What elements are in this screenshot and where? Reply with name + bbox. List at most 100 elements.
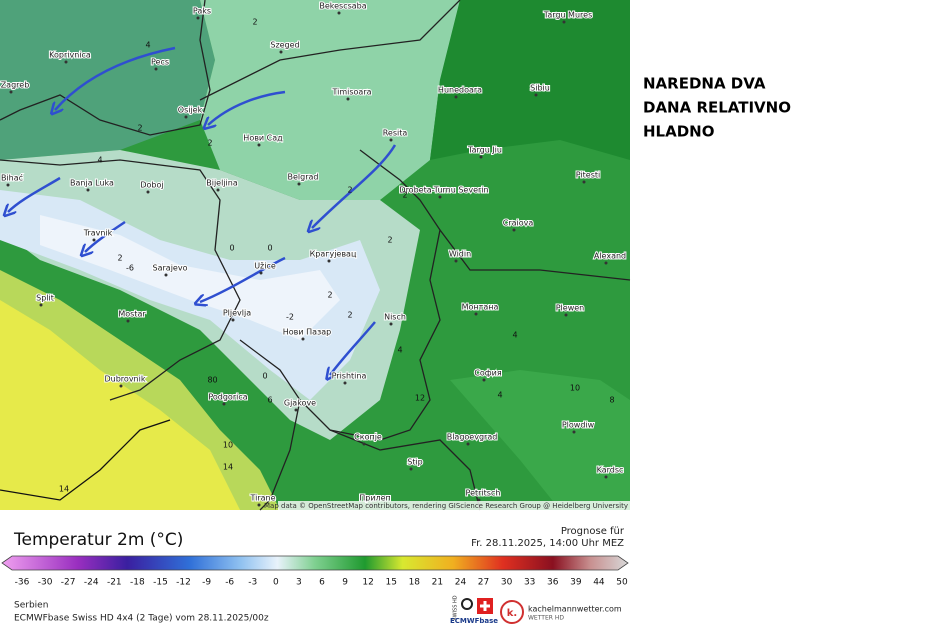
- city-dot: [154, 67, 158, 71]
- city-label: Gjakove: [284, 399, 316, 408]
- city-dot: [479, 155, 483, 159]
- contour-label: -2: [286, 313, 294, 322]
- city-dot: [297, 182, 301, 186]
- city-dot: [454, 259, 458, 263]
- annotation-line: DANA RELATIVNO: [643, 99, 791, 117]
- city-dot: [477, 498, 481, 502]
- coastline: [0, 419, 171, 501]
- site-logo-text: k.: [507, 608, 517, 619]
- city-dot: [231, 318, 235, 322]
- city-label: Blagoevgrad: [447, 433, 498, 442]
- colorbar-tick-label: 12: [362, 578, 373, 588]
- city-label: Szeged: [270, 41, 299, 50]
- city-label: Plewen: [556, 304, 585, 313]
- city-label: Zagreb: [1, 81, 30, 90]
- city-label: Kardsc: [597, 466, 624, 475]
- arrow: [312, 144, 397, 228]
- city-dot: [564, 313, 568, 317]
- colorbar-tick-label: 33: [524, 578, 535, 588]
- city-dot: [294, 408, 298, 412]
- contour-label: 4: [97, 156, 102, 165]
- colorbar-tick-label: 18: [409, 578, 421, 588]
- city-dot: [196, 16, 200, 20]
- contour-label: 2: [347, 186, 352, 195]
- city-dot: [279, 50, 283, 54]
- region: [450, 370, 630, 510]
- colorbar-ticks: -36 -30 -27 -24 -21 -18 -15 -12 -9 -6 -3 0 3 6 9 12 15 18…: [15, 578, 628, 588]
- colorbar-tick-label: 21: [432, 578, 443, 588]
- city-dot: [604, 261, 608, 265]
- city-dot: [257, 503, 261, 507]
- contour-label: 10: [223, 441, 233, 450]
- contour-label: 14: [223, 463, 233, 472]
- contour-label: 0: [262, 372, 267, 381]
- city-label: Travnik: [83, 229, 113, 238]
- city-label: Прилеп: [359, 494, 391, 503]
- map: Paks Bekescsaba Targu Mures Koprivnica Pecs S…: [0, 0, 631, 511]
- contour-label: 2: [402, 191, 407, 200]
- city-dot: [438, 195, 442, 199]
- city-dot: [572, 430, 576, 434]
- model-label: ECMWFbase Swiss HD 4x4 (2 Tage) vom 28.1…: [14, 614, 269, 624]
- city-dot: [6, 183, 10, 187]
- city-label: Nisch: [384, 313, 406, 322]
- arrow: [330, 321, 376, 375]
- city-label: Paks: [193, 7, 211, 16]
- city-dot: [216, 188, 220, 192]
- colorbar-tick-label: 27: [478, 578, 489, 588]
- city-label: Podgorica: [208, 393, 247, 402]
- city-dot: [474, 312, 478, 316]
- city-label: Doboj: [140, 181, 163, 190]
- city-dot: [582, 180, 586, 184]
- site-name: kachelmannwetter.com: [528, 605, 622, 614]
- contour-label: 12: [415, 394, 425, 403]
- city-label: Užice: [254, 262, 276, 271]
- city-label: Mostar: [118, 310, 146, 319]
- colorbar-tick-label: -6: [225, 578, 234, 588]
- contour-label: 2: [387, 236, 392, 245]
- colorbar-tick-label: 0: [273, 578, 279, 588]
- city-dot: [466, 442, 470, 446]
- region: [0, 0, 215, 160]
- contour-label: 0: [212, 376, 217, 385]
- city-dot: [454, 95, 458, 99]
- city-label: Drobeta-Turnu Severin: [399, 186, 488, 195]
- colorbar-tick-label: 24: [455, 578, 467, 588]
- contour-label: 2: [137, 124, 142, 133]
- city-dot: [164, 273, 168, 277]
- borders: [0, 0, 631, 511]
- city-label: Dubrovnik: [105, 375, 146, 384]
- border: [239, 149, 441, 441]
- city-label: Prishtina: [332, 372, 367, 381]
- city-dot: [604, 475, 608, 479]
- arrow: [85, 220, 126, 252]
- colorbar-tick-label: -12: [176, 578, 191, 588]
- border: [439, 229, 631, 281]
- annotation: NAREDNA DVA DANA RELATIVNO HLADNO: [643, 75, 791, 141]
- city-label: Resita: [383, 129, 408, 138]
- region: [200, 0, 460, 200]
- city-label: Petritsch: [466, 489, 501, 498]
- contour-label: 2: [347, 311, 352, 320]
- region: [430, 0, 630, 160]
- city-label: Targu Jiu: [467, 146, 502, 155]
- contour-label: 2: [327, 291, 332, 300]
- colorbar-tick-label: 50: [616, 578, 628, 588]
- colorbar-tick-label: 3: [296, 578, 302, 588]
- colorbar-tick-label: -27: [61, 578, 76, 588]
- city-dot: [534, 93, 538, 97]
- city-label: Sibiu: [530, 84, 550, 93]
- city-dot: [86, 188, 90, 192]
- forecast-label: Prognose für: [561, 526, 625, 537]
- colorbar: [1, 555, 629, 571]
- search-icon: [461, 598, 473, 610]
- contour-label: 6: [267, 396, 272, 405]
- swiss-label: SWISS HD: [453, 595, 459, 620]
- annotation-line: NAREDNA DVA: [643, 75, 766, 93]
- site-sub: WETTER HD: [528, 615, 564, 622]
- colorbar-tick-label: 36: [547, 578, 559, 588]
- city-dot: [92, 238, 96, 242]
- city-label: Sarajevo: [153, 264, 188, 273]
